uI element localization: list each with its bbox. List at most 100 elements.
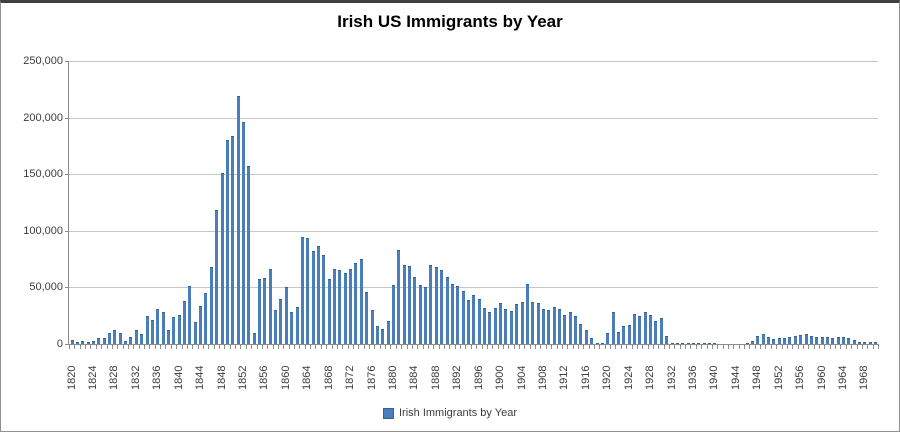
bar-1861 xyxy=(290,312,293,344)
gridline-50000 xyxy=(69,287,878,289)
bar-1909 xyxy=(547,310,550,344)
x-tick-mark xyxy=(401,345,402,349)
x-tick-mark xyxy=(857,345,858,349)
bar-1874 xyxy=(360,259,363,344)
x-tick-label: 1840 xyxy=(172,365,185,390)
x-tick-mark xyxy=(867,345,868,349)
x-tick-mark xyxy=(428,345,429,349)
bar-1953 xyxy=(783,338,786,344)
bar-1869 xyxy=(333,269,336,344)
x-tick-mark xyxy=(107,345,108,349)
x-tick-mark xyxy=(835,345,836,349)
bar-1849 xyxy=(226,140,229,344)
bar-1904 xyxy=(521,302,524,344)
x-tick-mark xyxy=(380,345,381,349)
bar-1956 xyxy=(799,335,802,344)
x-tick-mark xyxy=(632,345,633,349)
bar-1903 xyxy=(515,304,518,344)
bar-1854 xyxy=(253,333,256,344)
x-tick-mark xyxy=(589,345,590,349)
x-tick-mark xyxy=(819,345,820,349)
bar-1868 xyxy=(328,279,331,344)
bar-1891 xyxy=(451,284,454,344)
bar-1934 xyxy=(681,343,684,344)
bar-1946 xyxy=(746,343,749,344)
bar-1852 xyxy=(242,122,245,344)
bar-1921 xyxy=(612,312,615,344)
x-tick-mark xyxy=(342,345,343,349)
x-tick-mark xyxy=(573,345,574,349)
x-tick-mark xyxy=(658,345,659,349)
x-tick-mark xyxy=(862,345,863,349)
bar-1847 xyxy=(215,210,218,344)
x-tick-mark xyxy=(503,345,504,349)
bar-1834 xyxy=(146,316,149,344)
x-tick-mark xyxy=(765,345,766,349)
bar-1952 xyxy=(778,338,781,344)
chart-title: Irish US Immigrants by Year xyxy=(337,12,563,31)
x-tick-mark xyxy=(412,345,413,349)
x-tick-label: 1916 xyxy=(579,365,592,390)
bar-1906 xyxy=(531,302,534,344)
x-tick-mark xyxy=(723,345,724,349)
bar-1835 xyxy=(151,320,154,344)
bar-1939 xyxy=(708,343,711,344)
bar-1883 xyxy=(408,266,411,344)
x-tick-mark xyxy=(626,345,627,349)
bar-1864 xyxy=(306,238,309,344)
x-tick-label: 1948 xyxy=(751,365,764,390)
bar-1932 xyxy=(671,343,674,344)
x-tick-mark xyxy=(133,345,134,349)
bar-1902 xyxy=(510,311,513,344)
x-tick-mark xyxy=(407,345,408,349)
x-tick-mark xyxy=(707,345,708,349)
bar-1844 xyxy=(199,306,202,344)
x-tick-label: 1912 xyxy=(558,365,571,390)
x-tick-mark xyxy=(321,345,322,349)
bar-1929 xyxy=(654,321,657,344)
bar-1879 xyxy=(387,321,390,344)
x-tick-mark xyxy=(176,345,177,349)
bar-1862 xyxy=(296,307,299,344)
x-tick-mark xyxy=(112,345,113,349)
x-tick-label: 1836 xyxy=(151,365,164,390)
x-tick-label: 1876 xyxy=(365,365,378,390)
x-tick-mark xyxy=(160,345,161,349)
x-tick-mark xyxy=(498,345,499,349)
x-tick-mark xyxy=(90,345,91,349)
x-tick-mark xyxy=(144,345,145,349)
x-tick-mark xyxy=(326,345,327,349)
bar-1843 xyxy=(194,322,197,344)
bar-1839 xyxy=(172,317,175,344)
bar-1967 xyxy=(858,342,861,344)
x-tick-mark xyxy=(594,345,595,349)
bar-1829 xyxy=(119,333,122,344)
bar-1899 xyxy=(494,308,497,344)
x-tick-mark xyxy=(364,345,365,349)
x-tick-mark xyxy=(599,345,600,349)
bar-1924 xyxy=(628,325,631,344)
bar-1935 xyxy=(687,343,690,344)
bar-1896 xyxy=(478,299,481,344)
x-tick-mark xyxy=(192,345,193,349)
x-tick-label: 1944 xyxy=(729,365,742,390)
x-tick-mark xyxy=(605,345,606,349)
bar-1948 xyxy=(756,336,759,344)
x-tick-label: 1848 xyxy=(215,365,228,390)
x-tick-mark xyxy=(808,345,809,349)
bar-1859 xyxy=(279,299,282,344)
x-tick-mark xyxy=(230,345,231,349)
x-tick-mark xyxy=(96,345,97,349)
bar-1963 xyxy=(837,337,840,344)
x-tick-mark xyxy=(149,345,150,349)
bar-1890 xyxy=(446,277,449,344)
x-tick-mark xyxy=(235,345,236,349)
bar-1832 xyxy=(135,330,138,344)
x-tick-mark xyxy=(840,345,841,349)
x-tick-mark xyxy=(621,345,622,349)
y-tick-label: 200,000 xyxy=(23,111,63,124)
bar-1938 xyxy=(703,343,706,344)
x-tick-mark xyxy=(557,345,558,349)
x-tick-mark xyxy=(390,345,391,349)
